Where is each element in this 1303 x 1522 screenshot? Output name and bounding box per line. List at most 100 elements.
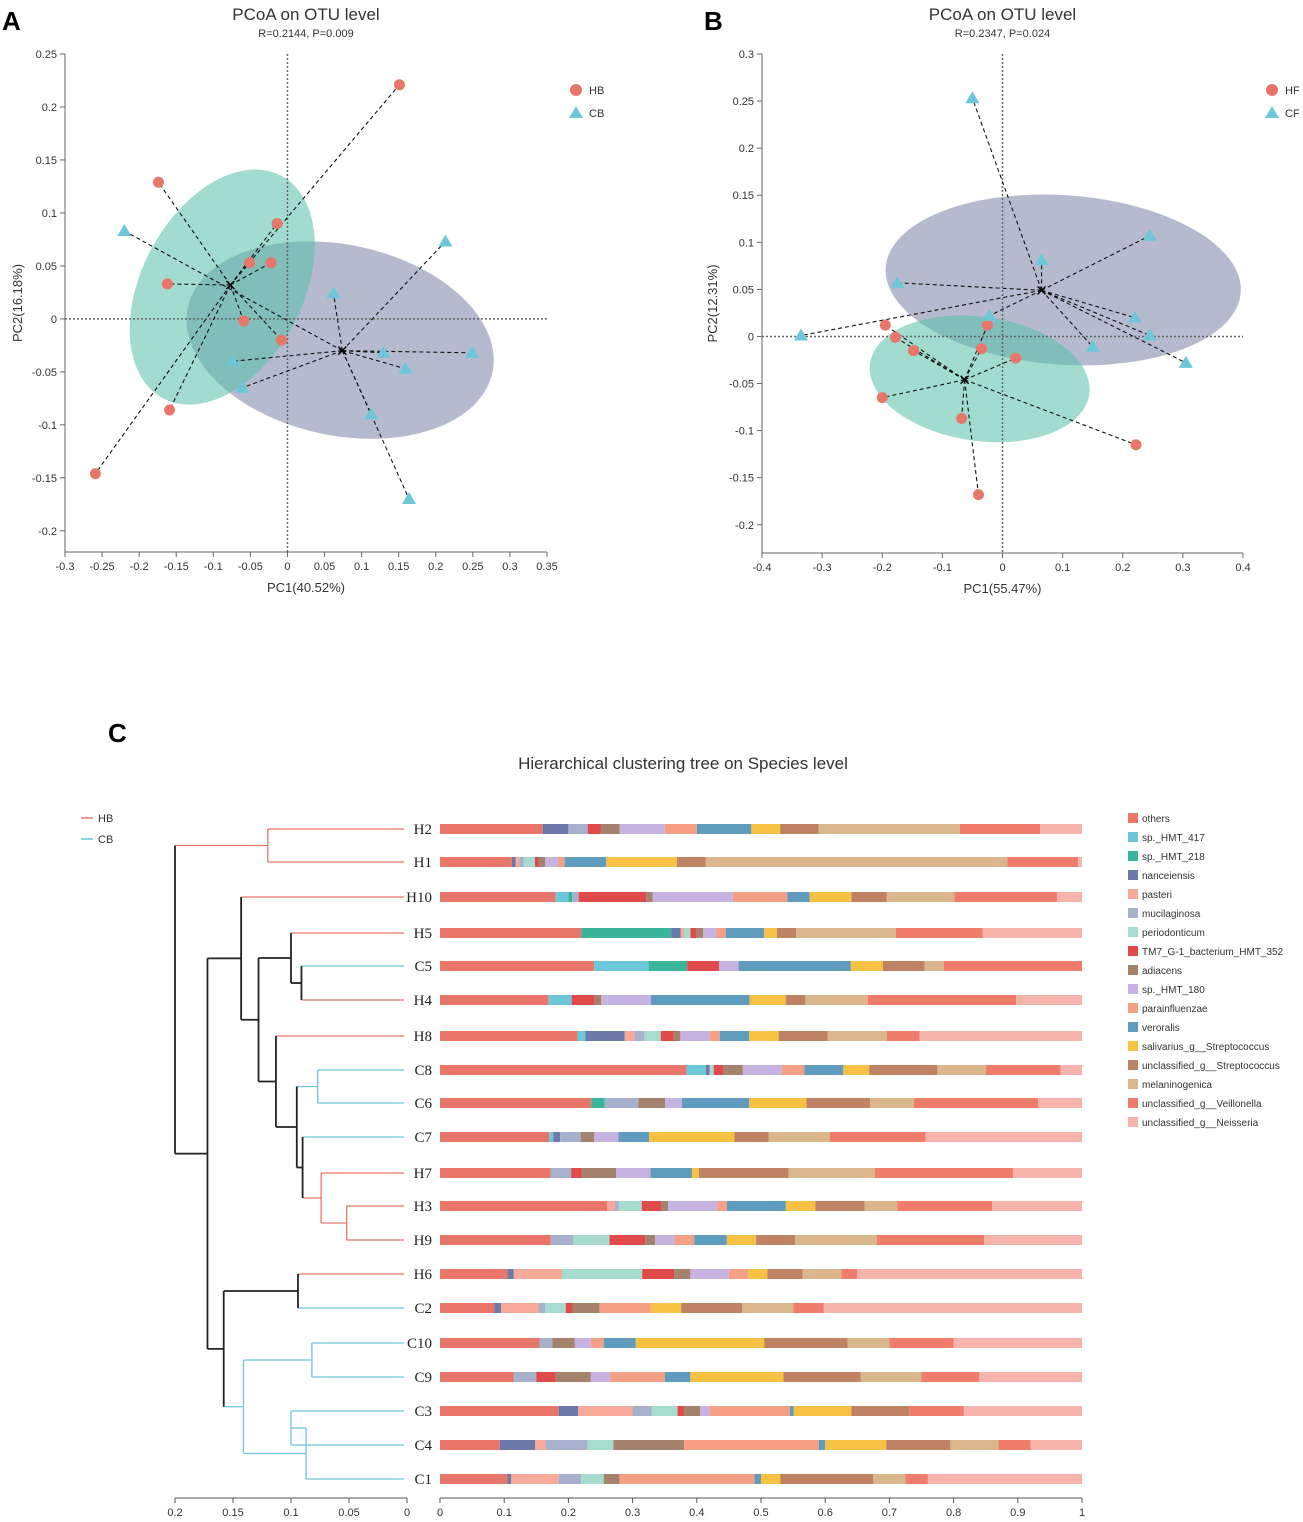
spoke-hf-4 xyxy=(964,348,982,381)
bar-segment-c1-0 xyxy=(440,1474,508,1484)
bar-segment-h4-0 xyxy=(440,995,549,1005)
tree-tick-label: 0.15 xyxy=(222,1507,243,1519)
bar-segment-h6-8 xyxy=(674,1269,691,1279)
bar-segment-h2-5 xyxy=(568,824,588,834)
legend-marker-cb xyxy=(569,106,583,118)
y-tick-label: -0.1 xyxy=(38,420,57,432)
spoke-hf-3 xyxy=(913,350,965,381)
point-cf-8 xyxy=(1085,339,1100,352)
bar-segment-h6-6 xyxy=(561,1269,643,1279)
sample-label-h2: H2 xyxy=(414,822,432,838)
species-legend-label-1: sp._HMT_417 xyxy=(1142,833,1205,844)
bar-segment-c4-14 xyxy=(950,1440,999,1450)
bar-segment-h9-16 xyxy=(984,1235,1082,1245)
bar-segment-c2-16 xyxy=(823,1303,1082,1313)
bar-segment-c4-12 xyxy=(825,1440,887,1450)
tree-tick-label: 0 xyxy=(404,1507,410,1519)
bar-segment-c9-10 xyxy=(610,1372,665,1382)
bar-segment-h8-14 xyxy=(827,1031,887,1041)
bar-segment-c6-9 xyxy=(665,1098,683,1108)
bar-segment-c10-5 xyxy=(539,1338,553,1348)
sample-label-c7: C7 xyxy=(414,1130,432,1146)
y-axis-label: PC2(16.18%) xyxy=(10,264,25,342)
bar-segment-c7-5 xyxy=(560,1132,581,1142)
bar-segment-h10-10 xyxy=(732,892,788,902)
bar-segment-h10-14 xyxy=(886,892,955,902)
spoke-hb-9 xyxy=(94,284,231,474)
bar-segment-c8-3 xyxy=(705,1065,710,1075)
bar-segment-h7-16 xyxy=(1012,1168,1082,1178)
legend-marker-hb xyxy=(570,84,582,96)
species-legend-label-16: unclassified_g__Neisseria xyxy=(1142,1118,1259,1129)
bar-segment-h9-8 xyxy=(645,1235,656,1245)
bar-segment-c3-3 xyxy=(558,1406,579,1416)
bar-tick-label: 0.4 xyxy=(689,1507,704,1519)
spoke-cf-5 xyxy=(989,289,1042,317)
bar-segment-h10-1 xyxy=(555,892,569,902)
point-cb-5 xyxy=(465,345,480,358)
species-legend-label-12: salivarius_g__Streptococcus xyxy=(1142,1042,1269,1053)
bar-segment-h1-16 xyxy=(1078,857,1082,867)
point-cb-0 xyxy=(117,223,132,236)
bar-segment-c3-10 xyxy=(709,1406,790,1416)
bar-segment-c8-7 xyxy=(713,1065,724,1075)
x-tick-label: 0.35 xyxy=(536,561,557,573)
y-tick-label: 0.2 xyxy=(739,143,754,155)
spoke-cf-3 xyxy=(897,282,1042,291)
species-legend-label-15: unclassified_g__Veillonella xyxy=(1142,1099,1262,1110)
bar-segment-h2-0 xyxy=(440,824,543,834)
bar-segment-h2-8 xyxy=(600,824,620,834)
bar-tick-label: 0.6 xyxy=(818,1507,833,1519)
bar-segment-h1-5 xyxy=(519,857,524,867)
bar-segment-c3-12 xyxy=(793,1406,852,1416)
bar-segment-h9-6 xyxy=(573,1235,610,1245)
bar-segment-c3-13 xyxy=(851,1406,910,1416)
x-tick-label: -0.3 xyxy=(56,561,75,573)
bar-segment-c10-11 xyxy=(603,1338,636,1348)
bar-segment-c9-13 xyxy=(783,1372,861,1382)
species-legend-label-2: sp._HMT_218 xyxy=(1142,852,1205,863)
point-cf-5 xyxy=(982,308,997,321)
y-tick-label: -0.1 xyxy=(735,426,754,438)
bar-segment-h7-5 xyxy=(550,1168,572,1178)
bar-segment-h8-12 xyxy=(749,1031,779,1041)
point-hf-3 xyxy=(908,345,920,357)
bar-segment-c7-1 xyxy=(549,1132,554,1142)
bar-segment-h5-7 xyxy=(690,928,697,938)
sample-label-h3: H3 xyxy=(414,1199,432,1215)
bar-segment-c4-15 xyxy=(998,1440,1031,1450)
bar-segment-c8-12 xyxy=(843,1065,870,1075)
x-tick-label: -0.1 xyxy=(204,561,223,573)
sample-label-h8: H8 xyxy=(414,1029,432,1045)
bar-segment-h3-6 xyxy=(618,1201,642,1211)
bar-segment-h3-15 xyxy=(897,1201,993,1211)
bar-segment-c4-8 xyxy=(613,1440,684,1450)
tree-legend-label-hb: HB xyxy=(98,813,113,825)
x-axis-label: PC1(55.47%) xyxy=(963,581,1041,596)
bar-segment-h1-0 xyxy=(440,857,512,867)
bar-segment-h9-12 xyxy=(726,1235,757,1245)
bar-segment-h5-13 xyxy=(777,928,797,938)
bar-segment-h10-8 xyxy=(646,892,653,902)
bar-segment-c3-9 xyxy=(700,1406,710,1416)
bar-segment-c2-13 xyxy=(681,1303,743,1313)
spoke-hf-8 xyxy=(964,379,1137,446)
bar-segment-h1-11 xyxy=(564,857,607,867)
point-cf-0 xyxy=(965,91,980,104)
bar-segment-h5-10 xyxy=(716,928,726,938)
bar-segment-h6-4 xyxy=(513,1269,562,1279)
y-tick-label: 0.1 xyxy=(739,237,754,249)
sample-label-c4: C4 xyxy=(414,1438,432,1454)
bar-segment-c8-13 xyxy=(869,1065,938,1075)
spoke-cb-9 xyxy=(341,350,410,500)
point-hb-8 xyxy=(164,404,176,416)
x-tick-label: 0 xyxy=(284,561,290,573)
legend-marker-cf xyxy=(1265,106,1279,118)
bar-segment-h6-14 xyxy=(802,1269,842,1279)
bar-segment-h5-8 xyxy=(696,928,704,938)
spoke-hf-5 xyxy=(964,357,1016,381)
bar-segment-c8-1 xyxy=(686,1065,706,1075)
species-legend-label-14: melaninogenica xyxy=(1142,1080,1212,1091)
panel-label-b: B xyxy=(704,6,723,36)
species-legend-swatch-13 xyxy=(1128,1060,1138,1070)
